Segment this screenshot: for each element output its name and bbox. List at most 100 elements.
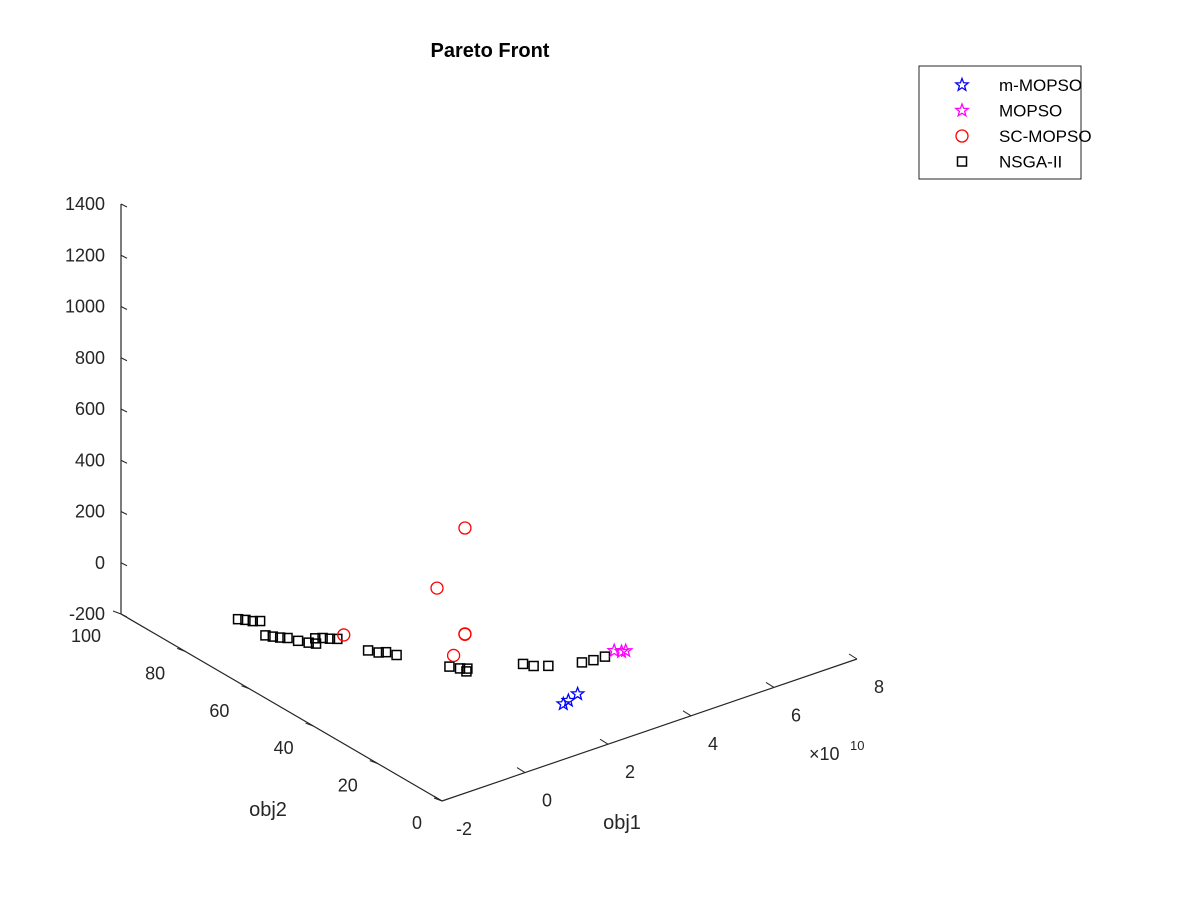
y-tick-label: 20	[338, 776, 358, 796]
z-tick-label: -200	[69, 604, 105, 624]
x-tick-mark	[848, 653, 858, 660]
chart-title: Pareto Front	[431, 40, 550, 62]
data-point	[462, 663, 473, 674]
series-mopso	[606, 642, 634, 659]
x-axis-exponent: ×10 10	[809, 738, 864, 764]
data-point	[240, 614, 251, 626]
z-tick-label: 800	[75, 348, 105, 368]
series-nsga-ii	[232, 613, 611, 677]
data-point	[232, 613, 244, 625]
data-point	[324, 633, 336, 644]
data-point	[569, 685, 586, 701]
x-tick-mark	[682, 710, 692, 717]
data-point	[555, 695, 572, 711]
z-tick-mark	[120, 306, 128, 310]
data-point	[543, 660, 554, 672]
x-tick-label: 0	[542, 791, 552, 811]
x-tick-mark	[765, 681, 775, 688]
x-axis-line	[441, 658, 858, 802]
data-point	[260, 630, 271, 641]
y-tick-mark	[112, 610, 122, 615]
y-tick-label: 60	[209, 701, 229, 721]
y-tick-label: 100	[71, 626, 101, 646]
x-exponent-power: 10	[850, 738, 864, 753]
z-tick-label: 600	[75, 399, 105, 419]
x-tick-mark	[599, 738, 609, 745]
x-tick-mark	[516, 767, 526, 774]
y-axis-line	[120, 613, 443, 802]
x-tick-label: 4	[708, 734, 718, 754]
data-point	[444, 661, 455, 672]
x-axis-label: obj1	[603, 812, 641, 834]
data-point	[380, 646, 392, 658]
data-point	[458, 521, 472, 535]
data-point	[528, 660, 539, 672]
data-point	[461, 666, 472, 677]
z-tick-mark	[120, 408, 128, 413]
data-point	[599, 651, 611, 662]
x-tick-label: 2	[625, 762, 635, 782]
x-exponent-base: ×10	[809, 744, 840, 764]
z-tick-label: 1200	[65, 245, 105, 265]
data-point	[430, 581, 444, 595]
data-point	[254, 615, 266, 627]
data-point	[576, 657, 588, 668]
y-tick-label: 80	[145, 663, 165, 683]
y-tick-mark	[177, 647, 186, 652]
x-axis-ticks: -2 0 2 4 6 8	[433, 653, 884, 839]
y-tick-mark	[241, 685, 250, 690]
y-tick-mark	[369, 760, 378, 765]
z-tick-label: 1400	[65, 194, 105, 214]
data-point	[282, 632, 293, 644]
y-tick-label: 0	[412, 813, 422, 833]
data-points	[232, 521, 634, 711]
z-tick-label: 200	[75, 502, 105, 522]
data-point	[337, 628, 351, 642]
y-axis-ticks: 0 20 40 60 80 100	[71, 610, 443, 833]
x-tick-mark	[433, 795, 443, 802]
data-point	[373, 647, 384, 658]
z-tick-mark	[120, 254, 128, 259]
data-point	[317, 632, 328, 644]
legend-box	[918, 65, 1082, 180]
legend-label: m-MOPSO	[999, 76, 1082, 95]
z-tick-label: 0	[95, 553, 105, 573]
data-point	[292, 635, 304, 647]
legend-marker	[956, 156, 968, 167]
data-point	[517, 658, 529, 670]
z-tick-mark	[120, 203, 128, 208]
legend-items: m-MOPSO MOPSO SC-MOPSO NSGA-II	[954, 76, 1092, 172]
z-axis-ticks: -200 0 200 400 600 800 1000 1200 1400	[65, 194, 128, 624]
legend: m-MOPSO MOPSO SC-MOPSO NSGA-II	[918, 65, 1092, 180]
z-tick-mark	[120, 562, 128, 567]
z-tick-label: 400	[75, 450, 105, 470]
legend-marker	[954, 76, 970, 92]
y-tick-mark	[305, 722, 314, 727]
z-tick-mark	[120, 511, 128, 515]
data-point	[310, 638, 322, 649]
data-point	[613, 643, 630, 659]
data-point	[454, 663, 466, 674]
data-point	[267, 631, 279, 642]
x-tick-label: 8	[874, 677, 884, 697]
x-tick-label: 6	[791, 705, 801, 725]
legend-marker	[954, 102, 970, 118]
y-axis-label: obj2	[249, 799, 287, 821]
data-point	[391, 649, 402, 661]
z-tick-mark	[120, 357, 128, 362]
legend-label: NSGA-II	[999, 153, 1062, 172]
series-m-mopso	[555, 685, 586, 711]
data-point	[617, 642, 634, 658]
z-tick-label: 1000	[65, 297, 105, 317]
z-tick-mark	[120, 613, 128, 618]
data-point	[274, 632, 286, 643]
data-point	[588, 654, 599, 666]
data-point	[310, 633, 321, 644]
data-point	[247, 615, 259, 627]
x-tick-label: -2	[456, 819, 472, 839]
data-point	[446, 648, 461, 663]
data-point	[458, 627, 472, 641]
data-point	[362, 645, 374, 656]
legend-label: MOPSO	[999, 102, 1062, 121]
